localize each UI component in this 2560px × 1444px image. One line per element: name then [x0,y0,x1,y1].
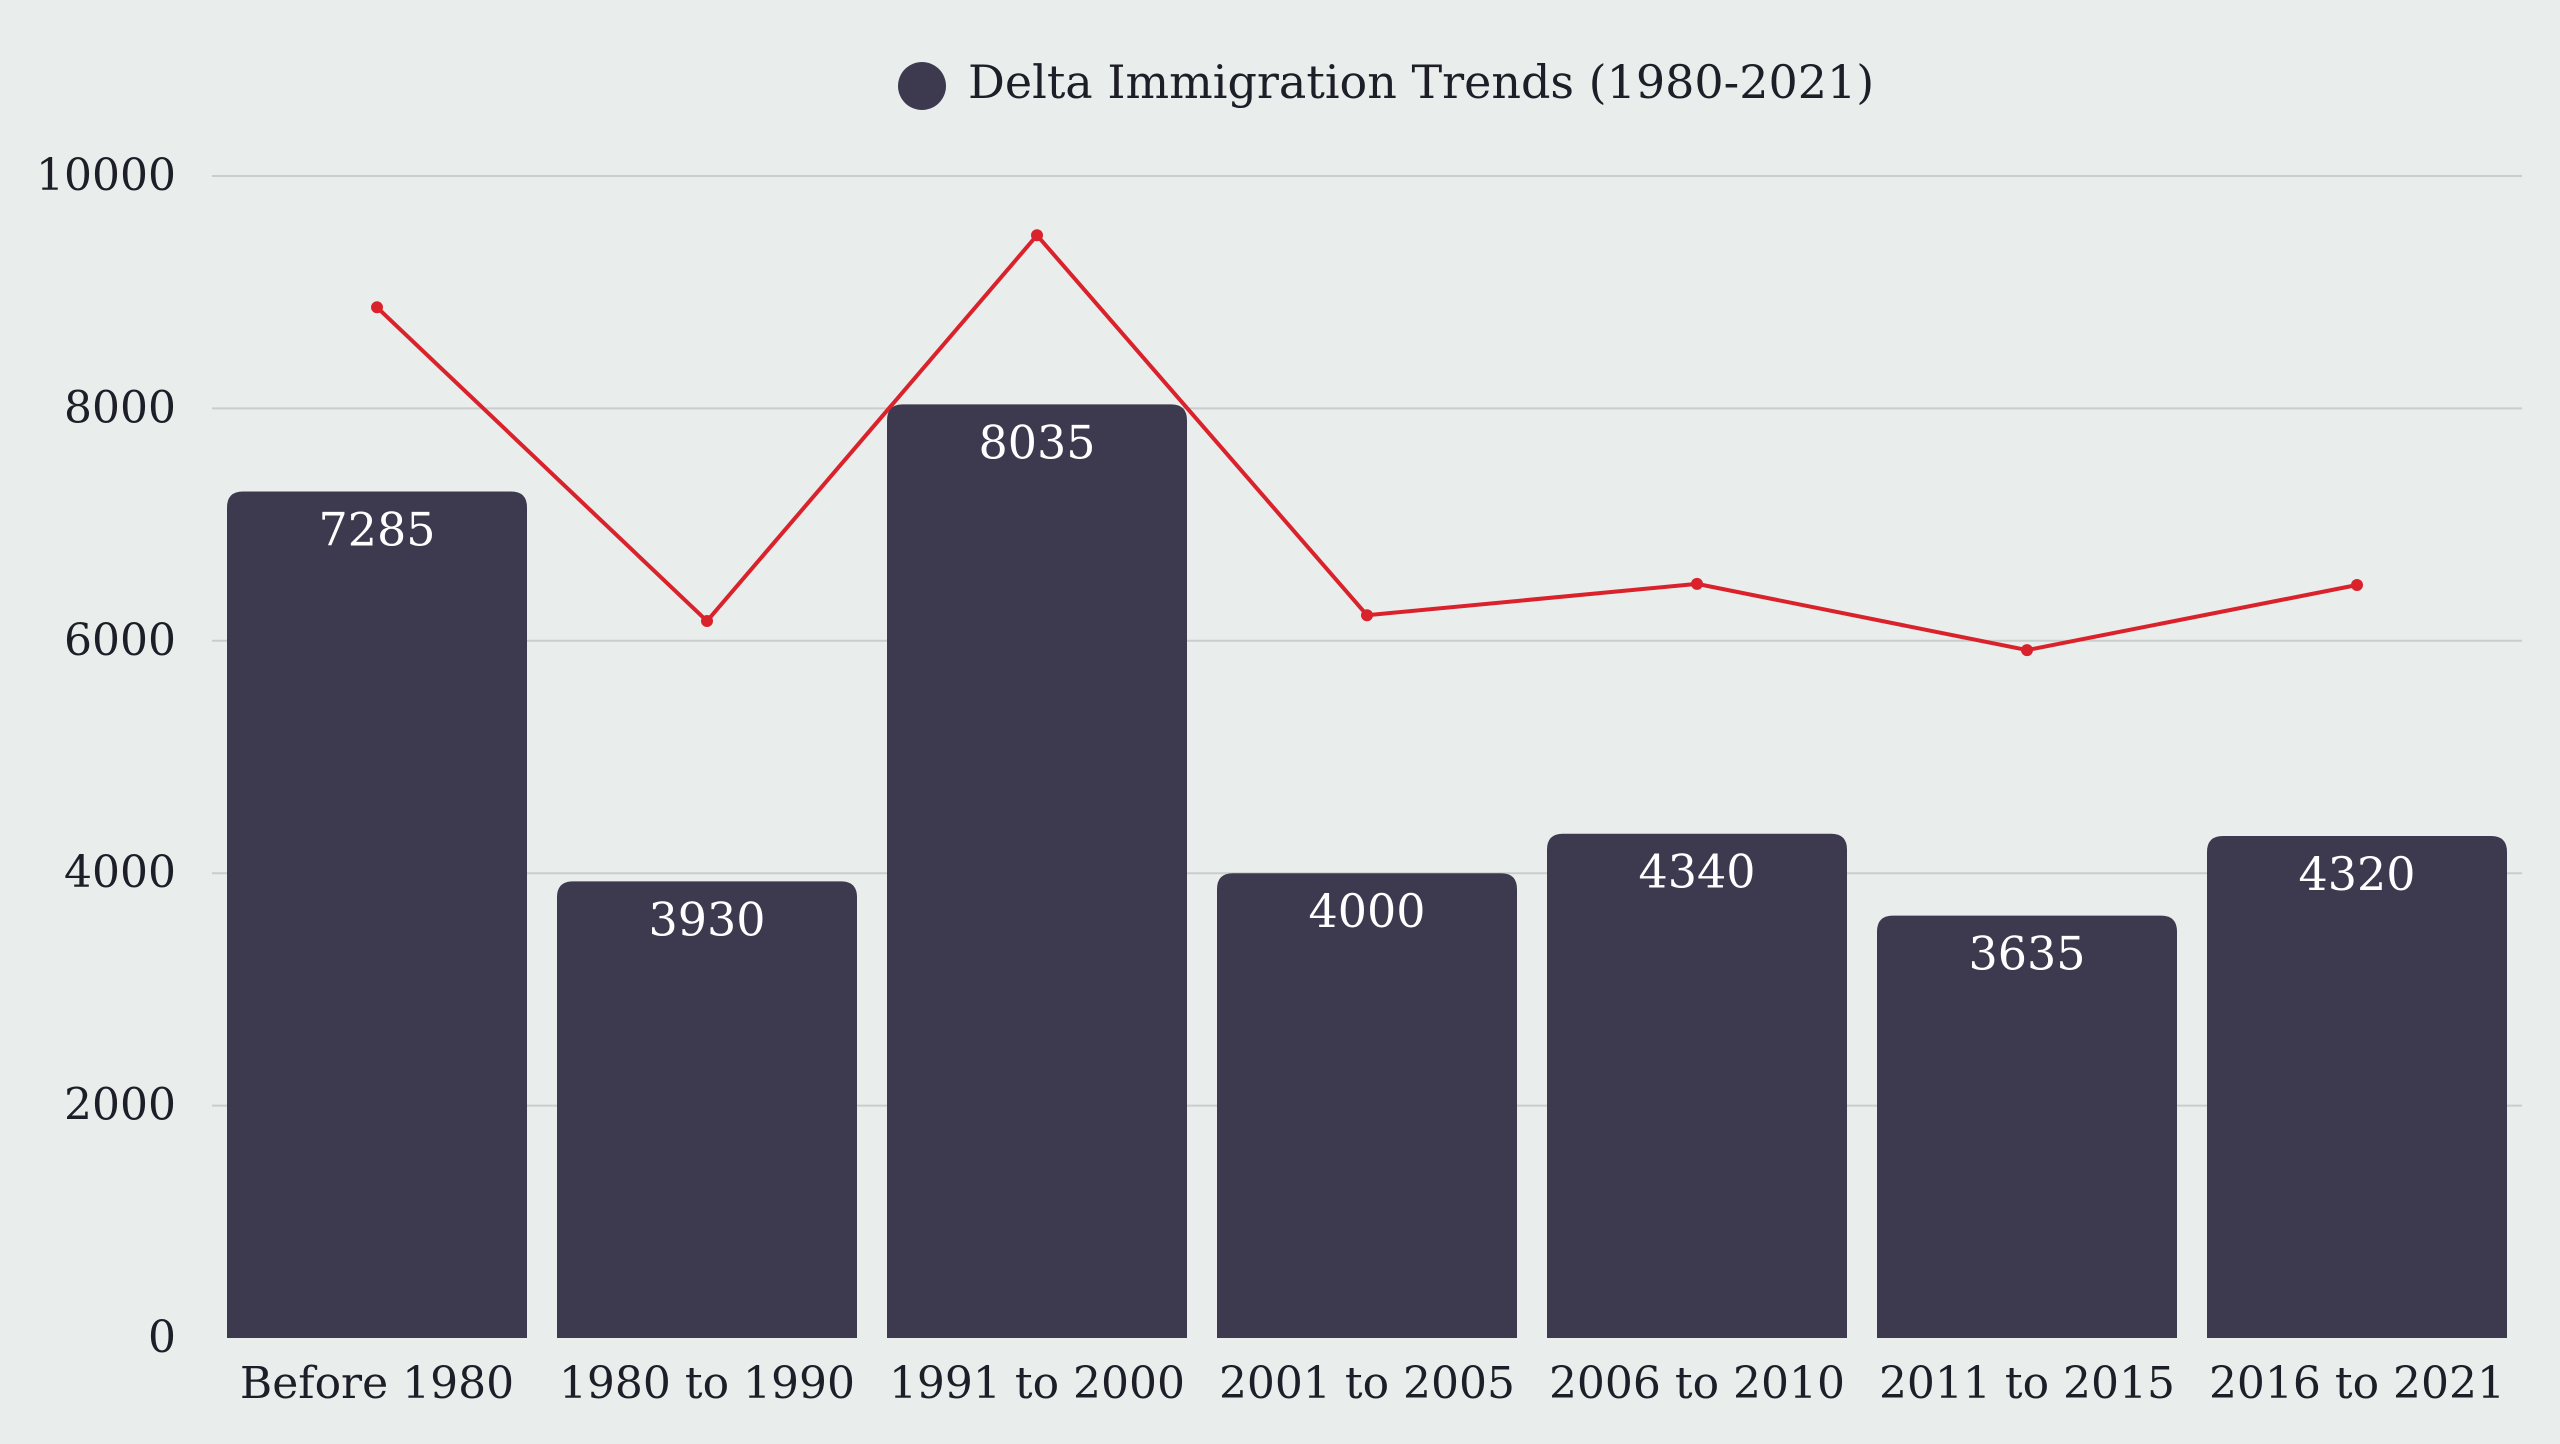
bar-value-label: 4340 [1638,845,1755,899]
y-tick-label: 8000 [64,382,176,433]
bar-value-label: 4000 [1308,884,1425,938]
x-tick-label: 2011 to 2015 [1879,1358,2175,1409]
legend-label: Delta Immigration Trends (1980-2021) [968,55,1874,109]
bar-series [227,404,2507,1338]
y-axis-ticks: 0 2000 4000 6000 8000 10000 [36,150,176,1363]
bar-value-label: 3635 [1968,927,2085,981]
bar [227,491,527,1338]
bar-value-label: 3930 [648,892,765,946]
x-axis-ticks: Before 1980 1980 to 1990 1991 to 2000 2001 … [240,1358,2505,1409]
bar [1217,873,1517,1338]
y-tick-label: 2000 [64,1080,176,1131]
x-tick-label: Before 1980 [240,1358,514,1409]
line-point [371,301,383,314]
line-point [1691,577,1703,590]
x-tick-label: 2016 to 2021 [2209,1358,2505,1409]
y-tick-label: 10000 [36,150,176,201]
legend-swatch [898,62,946,110]
bar [887,404,1187,1338]
y-tick-label: 4000 [64,847,176,898]
bar [2207,836,2507,1338]
x-tick-label: 2001 to 2005 [1219,1358,1515,1409]
bar-value-label: 4320 [2298,847,2415,901]
line-point [701,615,713,628]
y-tick-label: 0 [148,1312,176,1363]
line-point [2021,644,2033,657]
x-tick-label: 1980 to 1990 [559,1358,855,1409]
line-point [2351,579,2363,592]
line-point [1361,609,1373,622]
legend[interactable]: Delta Immigration Trends (1980-2021) [898,55,1874,110]
y-tick-label: 6000 [64,615,176,666]
x-tick-label: 1991 to 2000 [889,1358,1185,1409]
line-point [1031,229,1043,242]
bar-value-label: 8035 [978,415,1095,469]
bar-value-label: 7285 [318,502,435,556]
bar [1877,915,2177,1338]
series-line [375,233,2358,653]
bar [1547,833,1847,1338]
bar-value-labels: 7285 3930 8035 4000 4340 3635 4320 [318,415,2415,980]
bar [557,881,857,1338]
line-series [371,229,2363,657]
x-tick-label: 2006 to 2010 [1549,1358,1845,1409]
